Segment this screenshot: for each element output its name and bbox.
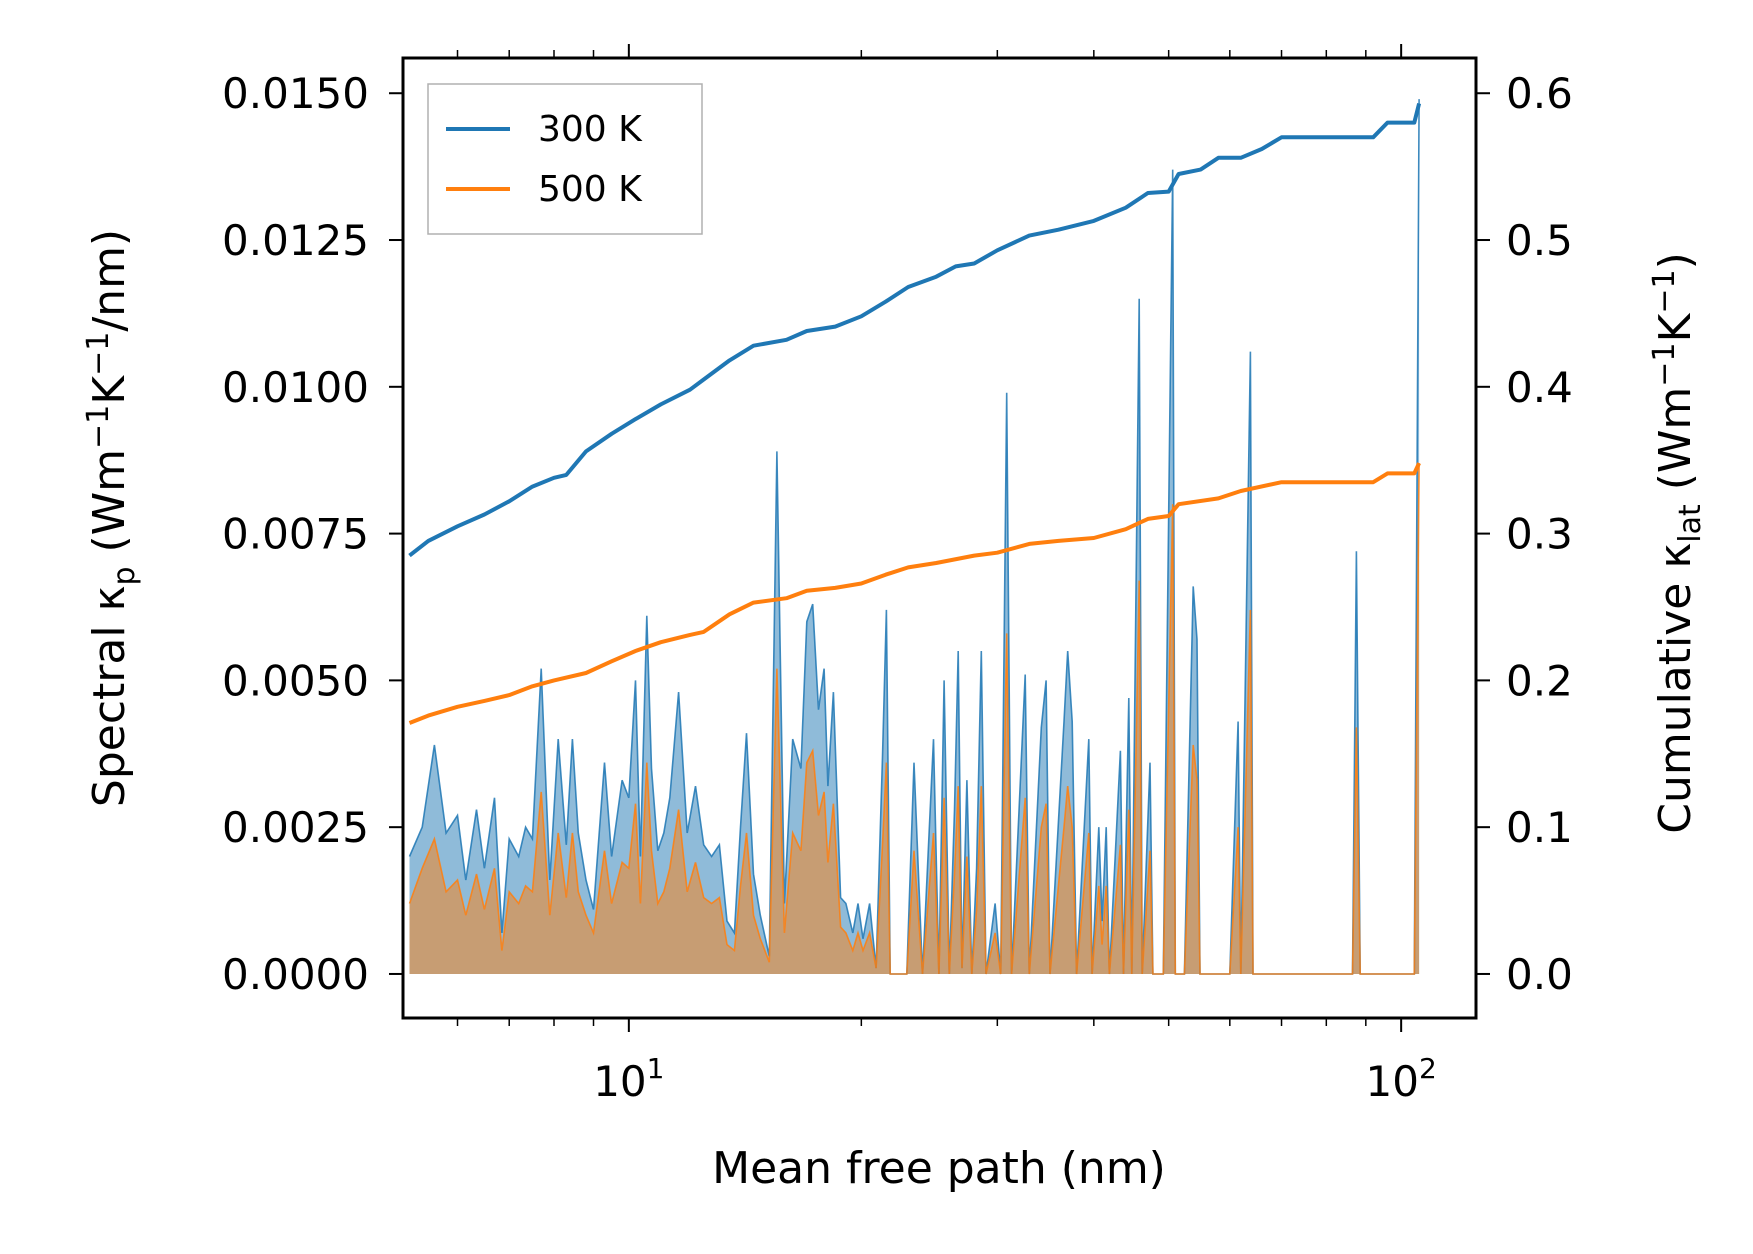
legend-frame [427,83,703,235]
y-right-tick-label: 0.0 [1506,950,1573,999]
tick-labels: 0.00000.00250.00500.00750.01000.01250.01… [222,69,1573,1106]
x-axis-title: Mean free path (nm) [712,1143,1166,1194]
cumulative-line-500k [408,462,1421,725]
y-left-tick-label: 0.0125 [222,216,369,265]
spectral-area-500k [409,463,1420,974]
legend-label-500k: 500 K [538,169,643,210]
x-tick-label: 102 [1366,1052,1437,1106]
spectral-area-300k [409,99,1420,975]
y-left-tick-label: 0.0150 [222,69,369,118]
y-axis-left-title: Spectral κp (Wm−1K−1/nm) [81,229,142,807]
y-left-tick-label: 0.0075 [222,510,369,559]
series-lines [408,103,1422,725]
cumulative-line-300k [408,103,1422,558]
y-left-tick-label: 0.0050 [222,656,369,705]
spectral-line-500k [408,463,1420,975]
spectral-fills [408,99,1420,975]
y-right-tick-label: 0.6 [1506,69,1573,118]
x-tick-label: 101 [593,1052,664,1106]
y-left-tick-label: 0.0100 [222,363,369,412]
legend: 300 K 500 K [427,83,703,235]
y-right-tick-label: 0.4 [1506,363,1573,412]
legend-label-300k: 300 K [538,109,643,150]
y-right-tick-label: 0.5 [1506,216,1573,265]
y-right-tick-label: 0.1 [1506,803,1573,852]
y-left-tick-label: 0.0000 [222,950,369,999]
y-right-tick-label: 0.2 [1506,656,1573,705]
y-left-tick-label: 0.0025 [222,803,369,852]
y-right-tick-label: 0.3 [1506,510,1573,559]
plot-frame [401,56,1478,1020]
y-axis-right-title: Cumulative κlat (Wm−1K−1) [1647,252,1708,834]
